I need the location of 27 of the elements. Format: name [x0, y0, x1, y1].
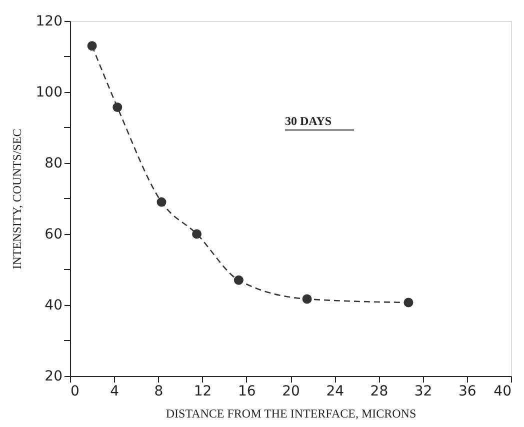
y-tick-label: 120: [36, 14, 62, 30]
y-tick-label: 100: [36, 84, 62, 100]
x-tick-label: 16: [238, 384, 256, 400]
annotation: 30 DAYS: [285, 114, 332, 128]
point: [112, 102, 122, 112]
x-tick-label: 24: [326, 384, 344, 400]
x-tick-label: 8: [154, 384, 164, 400]
y-tick-label: 80: [44, 156, 62, 172]
x-tick-label: 40: [494, 384, 512, 400]
point: [192, 229, 202, 239]
x-tick-label: 20: [282, 384, 300, 400]
x-tick-label: 36: [458, 384, 476, 400]
y-tick-label: 60: [44, 226, 62, 242]
point: [156, 197, 166, 207]
x-tick-label: 4: [110, 384, 120, 400]
y-tick-label: 20: [44, 368, 62, 384]
y-axis-title: INTENSITY, COUNTS/SEC: [10, 128, 24, 270]
x-tick-label: 0: [70, 384, 80, 400]
x-tick-label: 32: [414, 384, 432, 400]
point: [404, 298, 414, 308]
y-tick-label: 40: [44, 298, 62, 314]
point: [87, 41, 97, 51]
x-axis-title: DISTANCE FROM THE INTERFACE, MICRONS: [166, 406, 416, 420]
x-tick-label: 12: [194, 384, 212, 400]
point: [234, 275, 244, 285]
x-tick-label: 28: [370, 384, 388, 400]
point: [302, 294, 312, 304]
